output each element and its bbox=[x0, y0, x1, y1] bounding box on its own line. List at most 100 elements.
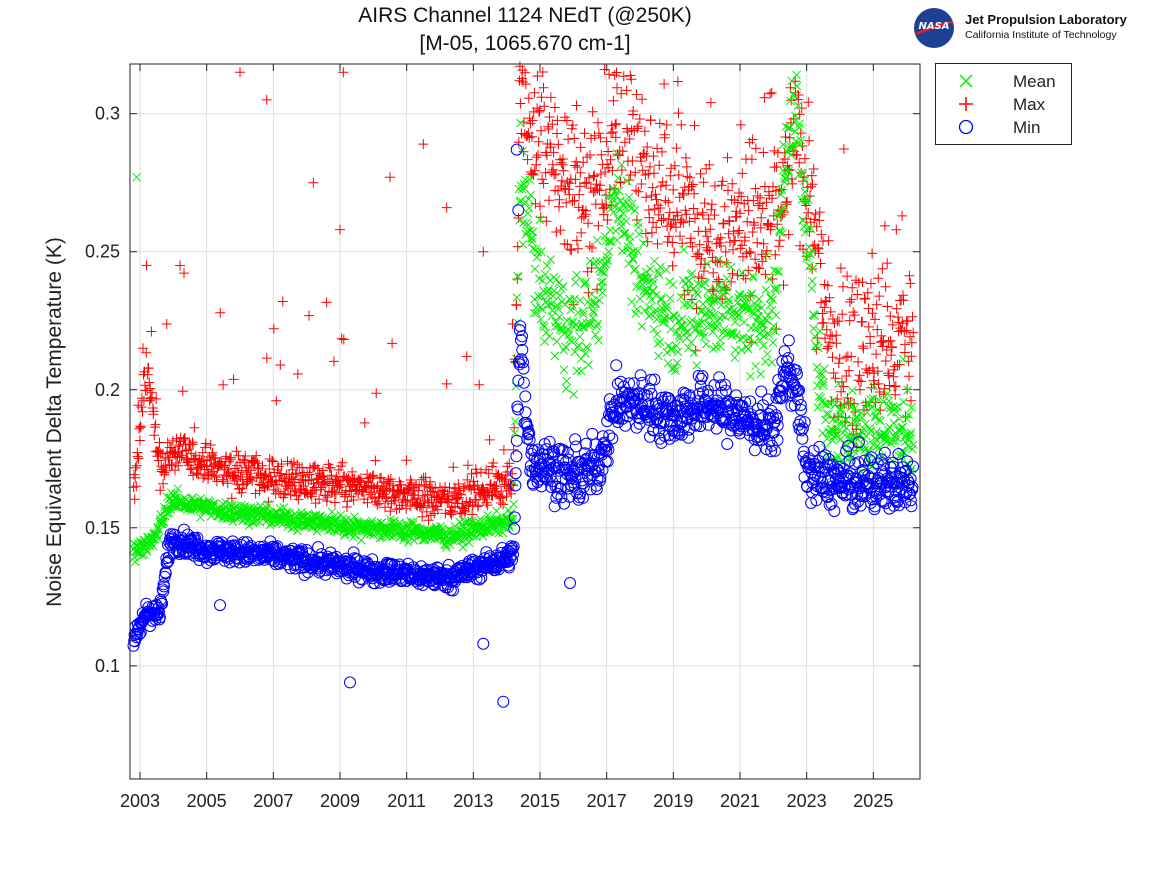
max-point bbox=[689, 188, 700, 199]
max-point bbox=[625, 170, 636, 180]
max-point bbox=[632, 123, 643, 134]
max-point bbox=[363, 476, 374, 487]
max-point bbox=[148, 406, 159, 417]
max-point bbox=[676, 215, 687, 225]
max-point bbox=[774, 235, 785, 246]
max-point bbox=[844, 365, 854, 376]
max-point bbox=[235, 67, 245, 78]
max-point bbox=[732, 197, 743, 208]
max-point bbox=[870, 314, 880, 325]
max-point bbox=[527, 115, 538, 126]
max-point bbox=[569, 133, 580, 144]
max-point bbox=[681, 161, 692, 172]
max-point bbox=[748, 195, 759, 206]
max-point bbox=[744, 246, 755, 257]
max-point bbox=[680, 152, 691, 163]
max-point bbox=[758, 238, 769, 249]
max-point bbox=[803, 207, 814, 218]
max-point bbox=[706, 204, 717, 215]
max-point bbox=[153, 455, 164, 466]
x-tick-label: 2003 bbox=[120, 791, 160, 811]
max-point bbox=[596, 149, 607, 160]
max-point bbox=[243, 460, 254, 471]
max-point bbox=[537, 174, 548, 185]
max-point bbox=[567, 120, 578, 131]
max-point bbox=[601, 136, 612, 147]
max-point bbox=[589, 130, 600, 141]
max-point bbox=[197, 447, 208, 458]
mean-point bbox=[154, 526, 164, 535]
max-point bbox=[381, 492, 392, 502]
max-point bbox=[267, 456, 278, 467]
max-point bbox=[827, 331, 838, 342]
max-point bbox=[136, 393, 147, 404]
max-point bbox=[901, 325, 912, 336]
max-point bbox=[151, 393, 162, 404]
max-point bbox=[563, 184, 574, 195]
max-point bbox=[873, 273, 884, 284]
max-point bbox=[575, 167, 586, 178]
max-point bbox=[616, 88, 627, 99]
max-point bbox=[275, 360, 286, 370]
max-point bbox=[551, 227, 562, 237]
max-point bbox=[871, 349, 882, 360]
max-point bbox=[704, 245, 715, 256]
max-point bbox=[459, 481, 470, 492]
max-point bbox=[610, 119, 621, 130]
max-point bbox=[580, 178, 590, 189]
max-point bbox=[141, 260, 152, 271]
max-point bbox=[702, 245, 713, 255]
max-point bbox=[150, 419, 161, 430]
max-point bbox=[380, 502, 390, 513]
max-point bbox=[889, 361, 900, 372]
max-point bbox=[337, 457, 348, 468]
max-point bbox=[556, 175, 567, 186]
y-axis-label: Noise Equivalent Delta Temperature (K) bbox=[43, 237, 66, 607]
max-point bbox=[906, 351, 917, 362]
max-point bbox=[473, 500, 484, 511]
max-point bbox=[806, 170, 817, 181]
max-point bbox=[317, 465, 328, 476]
max-point bbox=[816, 229, 827, 240]
max-point bbox=[376, 472, 387, 483]
max-point bbox=[640, 228, 651, 239]
max-point bbox=[904, 371, 914, 382]
max-point bbox=[702, 231, 712, 242]
max-point bbox=[728, 226, 739, 237]
max-point bbox=[286, 458, 297, 469]
mean-point bbox=[263, 500, 273, 509]
max-point bbox=[647, 182, 658, 193]
max-point bbox=[761, 245, 772, 256]
mean-point bbox=[173, 484, 183, 494]
max-point bbox=[626, 74, 637, 85]
max-point bbox=[668, 184, 679, 195]
max-point bbox=[501, 491, 512, 502]
max-point bbox=[703, 236, 714, 247]
max-point bbox=[694, 239, 705, 250]
circle-marker-icon bbox=[958, 119, 974, 135]
max-point bbox=[543, 124, 554, 134]
max-point bbox=[318, 472, 329, 482]
max-point bbox=[548, 147, 559, 158]
max-point bbox=[853, 375, 864, 386]
max-point bbox=[900, 339, 910, 350]
max-point bbox=[544, 112, 555, 122]
max-point bbox=[379, 489, 389, 500]
max-point bbox=[235, 472, 246, 482]
mean-point bbox=[375, 533, 385, 543]
max-point bbox=[718, 218, 729, 229]
max-point bbox=[276, 459, 287, 469]
x-tick-label: 2025 bbox=[853, 791, 893, 811]
max-point bbox=[838, 281, 848, 292]
mean-point bbox=[327, 507, 337, 517]
max-point bbox=[338, 67, 349, 78]
max-point bbox=[768, 210, 779, 221]
mean-point bbox=[400, 532, 410, 542]
max-point bbox=[464, 482, 475, 493]
max-point bbox=[388, 480, 399, 491]
max-point bbox=[518, 117, 529, 128]
max-point bbox=[144, 377, 155, 388]
mean-point bbox=[154, 534, 163, 544]
max-point bbox=[761, 197, 772, 208]
y-tick-label: 0.25 bbox=[85, 242, 120, 262]
